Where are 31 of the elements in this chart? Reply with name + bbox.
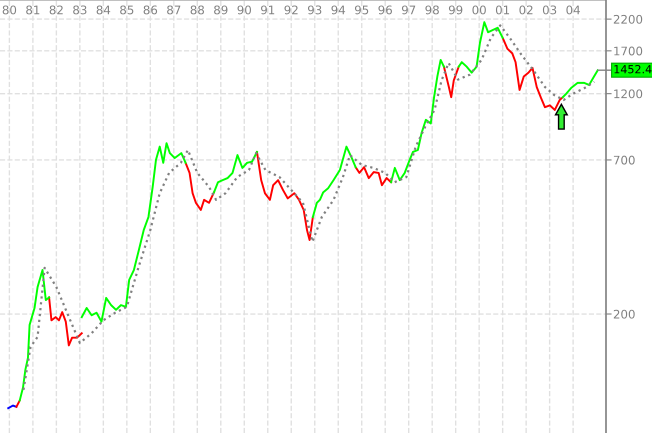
- x-tick-label: 88: [190, 5, 204, 14]
- x-tick-label: 82: [50, 5, 63, 14]
- x-tick-label: 03: [542, 5, 556, 14]
- x-tick-label: 02: [519, 5, 532, 14]
- x-tick-label: 81: [26, 5, 40, 14]
- annotation: 1452.4: [614, 65, 652, 74]
- x-tick-label: 95: [354, 5, 368, 14]
- x-tick-label: 92: [284, 5, 298, 14]
- x-tick-label: 83: [73, 5, 86, 14]
- x-tick-label: 00: [472, 5, 486, 14]
- x-tick-label: 87: [167, 5, 180, 14]
- y-tick-label: 1700: [614, 46, 642, 56]
- x-tick-label: 91: [261, 5, 274, 14]
- x-tick-label: 01: [496, 5, 510, 14]
- x-tick-label: 93: [308, 5, 322, 14]
- x-tick-label: 99: [448, 5, 462, 14]
- y-tick-label: 200: [614, 310, 635, 319]
- x-tick-label: 94: [331, 5, 346, 14]
- x-tick-label: 85: [120, 5, 134, 14]
- x-tick-label: 98: [425, 5, 439, 14]
- x-tick-label: 80: [2, 5, 16, 14]
- x-tick-label: 04: [566, 5, 580, 14]
- x-tick-label: 96: [378, 5, 392, 14]
- x-tick-label: 89: [214, 5, 228, 14]
- x-tick-label: 86: [144, 5, 158, 14]
- x-tick-label: 90: [238, 5, 252, 14]
- x-tick-label: 84: [96, 5, 110, 14]
- y-tick-label: 2200: [614, 14, 642, 24]
- y-tick-label: 1200: [614, 89, 642, 98]
- x-tick-label: 97: [402, 5, 416, 14]
- y-tick-label: 700: [614, 156, 635, 165]
